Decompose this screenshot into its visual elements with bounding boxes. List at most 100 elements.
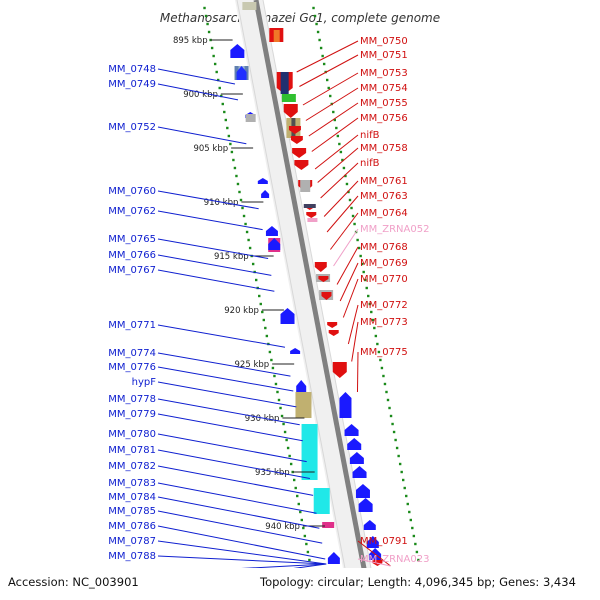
left-track-dot (204, 14, 208, 18)
right-track-dot (385, 390, 388, 394)
right-track-dot (388, 406, 391, 410)
gene-arrow (358, 498, 373, 512)
label-leader-line (157, 269, 275, 292)
gene-arrow (230, 44, 245, 58)
gene-block (322, 522, 335, 528)
gene-block (313, 488, 330, 514)
label-leader-line (157, 510, 323, 544)
right-track-dot (326, 78, 329, 82)
gene-label: MM_0786 (108, 521, 156, 532)
label-leader-line (157, 190, 259, 210)
gene-label: MM_0769 (360, 258, 408, 269)
label-leader-line (157, 254, 272, 276)
right-track-dot (370, 310, 373, 314)
right-labels: MM_0750 MM_0751 MM_0753 MM_0754 MM_0755 MM_07… (296, 36, 429, 567)
gene-label: MM_0780 (108, 429, 156, 440)
label-leader-line (299, 54, 359, 87)
right-track-dot (406, 502, 409, 506)
right-track-dot (329, 94, 332, 98)
gene-arrow (296, 380, 307, 392)
right-track-dot (338, 142, 341, 146)
label-leader-line (296, 40, 359, 73)
right-track-dot (345, 182, 349, 186)
right-track-dot (368, 302, 371, 306)
label-leader-line (347, 304, 359, 345)
label-leader-line (157, 126, 247, 145)
gene-arrow (257, 178, 268, 184)
right-track-dot (382, 374, 385, 378)
gene-label: MM_0775 (360, 347, 408, 358)
right-track-dot (376, 342, 379, 346)
left-track-dot (258, 294, 261, 298)
gene-label: MM_0771 (108, 320, 156, 331)
left-track-dot (274, 382, 278, 386)
gene-label: MM_0760 (108, 186, 156, 197)
left-track-dot (241, 206, 244, 210)
label-leader-line (357, 558, 391, 567)
label-leader-line (157, 238, 269, 259)
left-track-dot (255, 278, 258, 282)
right-track-dot (403, 486, 406, 490)
gene-label: MM_0756 (360, 113, 408, 124)
right-track-dot (373, 326, 376, 330)
label-leader-line (357, 540, 391, 567)
left-track-dot (293, 478, 296, 482)
label-leader-line (157, 449, 311, 479)
right-track-dot (348, 198, 352, 202)
gene-label: MM_0768 (360, 242, 408, 253)
left-track-dot (238, 190, 241, 194)
left-track-dot (294, 486, 297, 490)
scale-tick-label: 915 kbp (214, 252, 249, 262)
label-leader-line (157, 555, 327, 565)
gene-label: MM_0770 (360, 274, 408, 285)
label-leader-line (339, 262, 359, 302)
left-track-dot (268, 350, 272, 354)
label-leader-line (157, 540, 327, 565)
left-track-dot (229, 142, 232, 146)
right-track-dot (350, 206, 353, 210)
gene-label: nifB (360, 130, 380, 141)
left-track-dot (220, 94, 223, 98)
gene-arrow (283, 104, 298, 118)
gene-arrow (288, 126, 301, 134)
left-track-dot (221, 102, 224, 106)
left-track-dot (264, 326, 267, 330)
backbone-edge-left (236, 0, 352, 600)
gene-label: MM_0763 (360, 191, 408, 202)
gene-label: MM_0758 (360, 143, 408, 154)
right-track-dot (408, 510, 411, 514)
label-leader-line (320, 162, 359, 199)
left-track-dot (218, 86, 221, 90)
right-track-dot (400, 470, 403, 474)
right-track-dot (417, 558, 420, 562)
left-track-dot (261, 310, 264, 314)
left-track-dot (203, 6, 206, 10)
label-leader-line (305, 87, 359, 121)
scale-tick-label: 940 kbp (265, 522, 300, 532)
right-track-dot (371, 318, 374, 322)
gene-block (273, 30, 280, 42)
gene-label: MM_0755 (360, 98, 408, 109)
left-track-dot (244, 222, 247, 226)
left-track-dot (207, 30, 211, 34)
gene-block (295, 392, 312, 418)
left-track-dot (308, 558, 311, 562)
label-leader-line (342, 278, 359, 318)
right-track-dot (319, 46, 323, 50)
right-track-dot (313, 14, 317, 18)
right-track-dot (339, 150, 343, 154)
right-track-dot (409, 518, 412, 522)
gene-label: MM_0766 (108, 250, 156, 261)
right-track-dot (374, 334, 378, 338)
gene-arrow (318, 276, 329, 282)
gene-label: MM_0773 (360, 317, 408, 328)
left-track-dot (247, 238, 250, 242)
gene-label: MM_0765 (108, 234, 156, 245)
right-track-dot (322, 62, 326, 66)
left-track-dot (217, 78, 220, 82)
left-track-dot (245, 230, 249, 234)
left-track-dot (242, 214, 246, 218)
label-leader-line (326, 195, 359, 233)
label-leader-line (157, 482, 317, 514)
